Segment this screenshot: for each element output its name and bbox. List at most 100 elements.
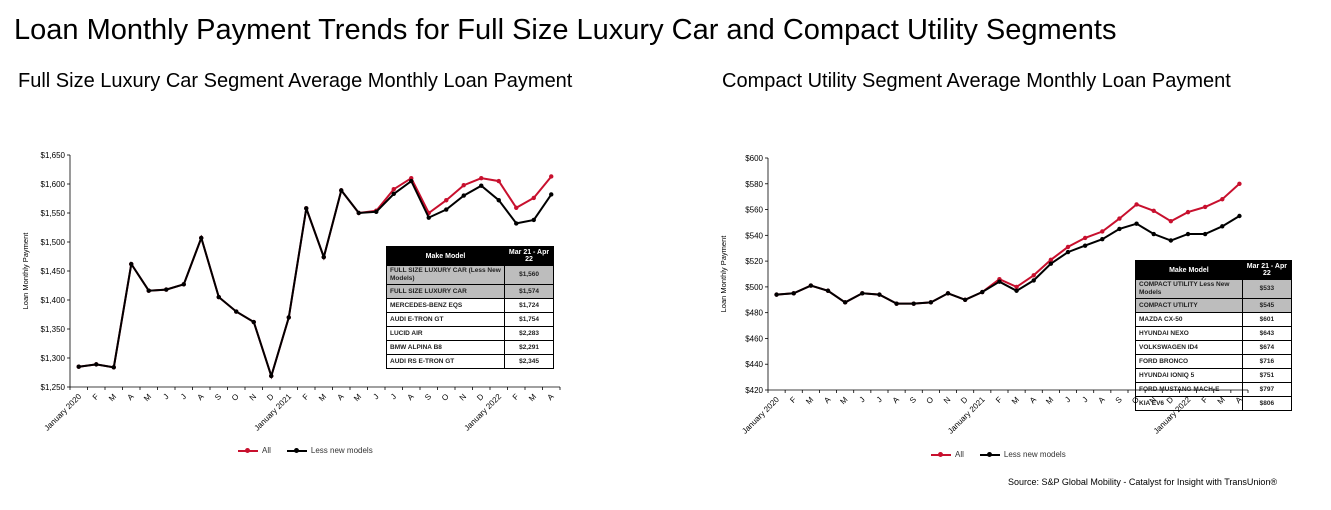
payment-value-cell: $716	[1241, 354, 1293, 369]
left-chart-legend: All Less new models	[238, 446, 373, 455]
right-make-model-table: Make Model Mar 21 - Apr 22 COMPACT UTILI…	[1135, 260, 1293, 411]
data-point-less-new-models	[181, 282, 186, 287]
data-point-less-new-models	[774, 292, 779, 297]
data-point-all	[1151, 208, 1156, 214]
data-point-less-new-models	[321, 254, 326, 260]
y-tick-label: $460	[745, 334, 763, 343]
x-tick-label: F	[994, 395, 1004, 405]
y-tick-label: $540	[745, 231, 763, 240]
x-tick-label: F	[788, 395, 798, 405]
right-chart-legend: All Less new models	[931, 450, 1066, 459]
table-row: MAZDA CX-50 $601	[1135, 312, 1293, 327]
table-row: FULL SIZE LUXURY CAR $1,574	[385, 284, 554, 299]
y-tick-label: $1,500	[41, 238, 66, 247]
data-point-less-new-models	[860, 291, 865, 296]
data-point-less-new-models	[444, 207, 449, 212]
payment-value-cell: $751	[1241, 368, 1293, 383]
data-point-less-new-models	[269, 373, 274, 379]
data-point-less-new-models	[1185, 231, 1191, 237]
table-row: AUDI RS E-TRON GT $2,345	[385, 354, 554, 369]
legend-label-less-new-models: Less new models	[310, 446, 373, 455]
payment-value-cell: $2,291	[504, 340, 554, 355]
data-point-less-new-models	[461, 193, 466, 198]
x-tick-label: M	[352, 392, 363, 403]
x-tick-label: S	[1114, 395, 1124, 405]
data-point-all	[1082, 235, 1088, 241]
legend-label-all: All	[262, 446, 271, 455]
data-point-less-new-models	[1151, 231, 1156, 237]
data-point-less-new-models	[286, 315, 291, 320]
table-row: MERCEDES-BENZ EQS $1,724	[385, 298, 554, 313]
table-row: HYUNDAI NEXO $643	[1135, 326, 1293, 341]
x-tick-label: N	[942, 395, 953, 406]
model-name-cell: VOLKSWAGEN ID4	[1135, 340, 1243, 355]
x-tick-label: D	[475, 392, 486, 403]
x-tick-label: M	[107, 392, 118, 403]
x-tick-label: A	[336, 392, 347, 403]
model-name-cell: FORD BRONCO	[1135, 354, 1243, 369]
x-tick-label: M	[142, 392, 153, 403]
data-point-all	[531, 195, 536, 201]
data-point-less-new-models	[1117, 226, 1122, 232]
y-tick-label: $600	[745, 154, 763, 163]
y-tick-label: $500	[745, 283, 763, 292]
data-point-less-new-models	[111, 365, 116, 370]
payment-value-cell: $797	[1241, 382, 1293, 397]
x-tick-label: M	[838, 395, 849, 406]
data-point-all	[1168, 218, 1174, 224]
x-tick-label: M	[1044, 395, 1055, 406]
data-point-less-new-models	[1237, 213, 1242, 219]
payment-value-cell: $1,574	[504, 284, 554, 299]
x-tick-label: S	[423, 392, 433, 402]
data-point-less-new-models	[1220, 224, 1225, 229]
payment-value-cell: $806	[1241, 396, 1293, 411]
x-tick-label: A	[546, 392, 557, 403]
data-point-less-new-models	[1100, 237, 1105, 242]
left-chart-title: Full Size Luxury Car Segment Average Mon…	[18, 70, 573, 92]
data-point-less-new-models	[842, 300, 848, 305]
x-tick-label: A	[891, 395, 902, 406]
y-tick-label: $420	[745, 386, 763, 395]
data-point-less-new-models	[199, 235, 204, 241]
payment-value-cell: $1,754	[504, 312, 554, 327]
data-point-all	[1202, 204, 1208, 210]
x-tick-label: N	[458, 392, 469, 403]
data-point-less-new-models	[997, 279, 1002, 284]
data-point-less-new-models	[1065, 249, 1071, 255]
data-point-less-new-models	[391, 191, 396, 197]
table-row: AUDI E-TRON GT $1,754	[385, 312, 554, 327]
model-name-cell: FULL SIZE LUXURY CAR (Less New Models)	[385, 265, 506, 285]
data-point-all	[1134, 202, 1139, 207]
x-tick-label: J	[389, 392, 398, 401]
page-title: Loan Monthly Payment Trends for Full Siz…	[14, 14, 1117, 46]
data-point-less-new-models	[216, 294, 221, 300]
model-name-cell: AUDI E-TRON GT	[385, 312, 506, 327]
model-name-cell: LUCID AIR	[385, 326, 506, 341]
x-tick-label: O	[230, 392, 241, 403]
data-point-less-new-models	[374, 209, 379, 215]
table-row: FULL SIZE LUXURY CAR (Less New Models) $1…	[385, 265, 554, 285]
y-tick-label: $520	[745, 257, 763, 266]
payment-value-cell: $643	[1241, 326, 1293, 341]
data-point-less-new-models	[531, 217, 536, 223]
data-point-all	[549, 174, 554, 179]
payment-value-cell: $1,724	[504, 298, 554, 313]
table-row: VOLKSWAGEN ID4 $674	[1135, 340, 1293, 355]
model-name-cell: KIA EV6	[1135, 396, 1243, 411]
table-row: LUCID AIR $2,283	[385, 326, 554, 341]
table-row: BMW ALPINA B8 $2,291	[385, 340, 554, 355]
data-point-less-new-models	[1134, 221, 1139, 226]
data-point-less-new-models	[1168, 238, 1174, 243]
model-name-cell: FORD MUSTANG MACH-E	[1135, 382, 1243, 397]
x-tick-label: D	[265, 392, 276, 403]
y-tick-label: $1,300	[41, 354, 66, 363]
x-tick-label: D	[959, 395, 970, 406]
series-line-less-new-models	[776, 215, 1240, 305]
data-point-less-new-models	[129, 261, 134, 267]
x-tick-label: A	[1097, 395, 1108, 406]
x-tick-label: O	[440, 392, 451, 403]
x-tick-label: F	[91, 392, 101, 402]
data-point-less-new-models	[426, 215, 431, 220]
